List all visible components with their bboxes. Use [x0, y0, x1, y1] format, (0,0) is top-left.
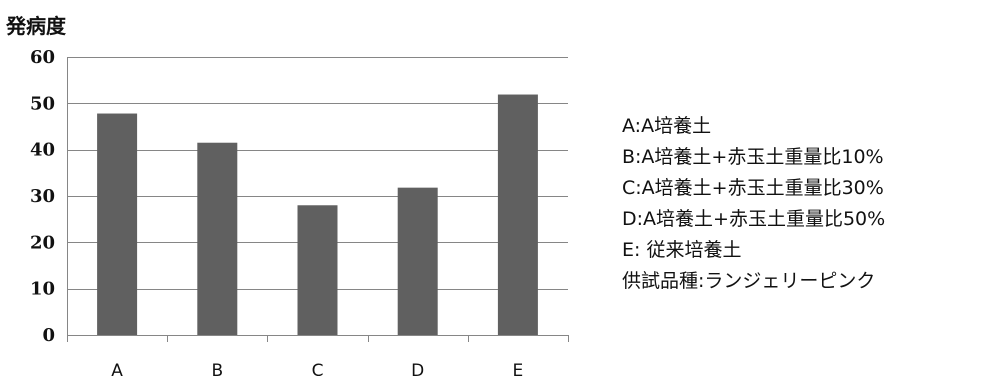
bar-d — [397, 187, 438, 335]
x-tick-label-d: D — [411, 361, 424, 378]
legend-item-b: B:A培養土+赤玉土重量比10% — [622, 146, 884, 168]
x-tick-label-c: C — [312, 361, 324, 378]
y-tick-label-30: 30 — [30, 186, 55, 207]
legend: A:A培養土 B:A培養土+赤玉土重量比10% C:A培養土+赤玉土重量比30%… — [622, 111, 885, 297]
bar-a — [97, 113, 138, 335]
gridlines — [67, 57, 568, 290]
bar-b — [197, 142, 238, 335]
legend-item-d: D:A培養土+赤玉土重量比50% — [622, 208, 886, 230]
y-tick-label-20: 20 — [30, 232, 55, 253]
x-tick-label-b: B — [211, 361, 223, 378]
y-tick-label-40: 40 — [30, 140, 55, 161]
x-tick-label-a: A — [111, 361, 123, 378]
legend-item-e: E: 従来培養土 — [622, 239, 742, 261]
bar-e — [497, 94, 538, 335]
bar-c — [297, 205, 338, 335]
bars — [97, 94, 538, 335]
y-axis-label: 発病度 — [5, 14, 67, 38]
axes — [67, 57, 569, 342]
y-tick-labels: 0 10 20 30 40 50 60 — [30, 47, 55, 346]
y-tick-label-50: 50 — [30, 93, 55, 114]
legend-item-variety: 供試品種:ランジェリーピンク — [622, 270, 876, 292]
y-tick-label-60: 60 — [30, 47, 55, 68]
y-tick-label-10: 10 — [30, 279, 55, 300]
x-tick-label-e: E — [513, 361, 524, 378]
y-tick-label-0: 0 — [42, 325, 55, 346]
legend-item-c: C:A培養土+赤玉土重量比30% — [622, 177, 884, 199]
bar-chart: 発病度 0 10 20 30 40 50 60 A B C D E — [5, 14, 569, 378]
x-tick-labels: A B C D E — [111, 361, 523, 378]
legend-item-a: A:A培養土 — [622, 115, 712, 137]
